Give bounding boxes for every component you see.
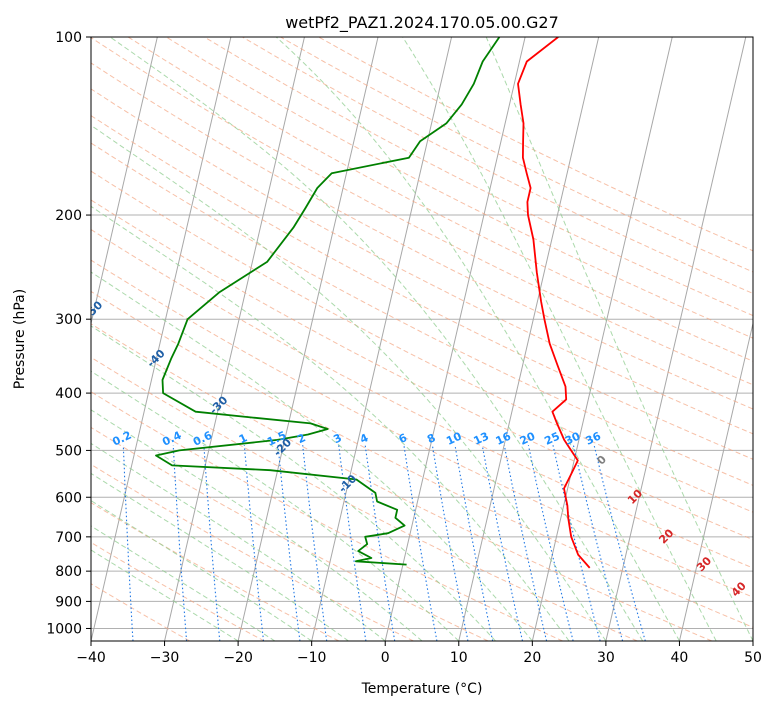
isotherm-line xyxy=(91,37,158,326)
y-tick-label: 400 xyxy=(55,386,82,402)
dry-adiabat-line xyxy=(91,391,563,641)
moist-adiabat-line xyxy=(91,205,570,641)
mixing-ratio-label: 10 xyxy=(444,429,464,447)
y-axis-title: Pressure (hPa) xyxy=(12,289,28,389)
isotherm-line xyxy=(237,37,379,641)
dry-adiabat-line xyxy=(91,583,190,641)
isotherm-line xyxy=(384,37,526,641)
gridlines xyxy=(91,37,753,641)
mixing-ratio-line xyxy=(277,445,301,641)
plot-frame xyxy=(90,36,754,642)
y-tick-label: 200 xyxy=(55,208,82,224)
mixing-ratio-label: 13 xyxy=(472,430,491,448)
y-tick-label: 500 xyxy=(55,443,82,459)
dry-adiabat-line xyxy=(91,199,753,541)
dry-adiabat-line xyxy=(127,37,753,362)
axes: −40 −30 −20 −10 0 10 20 30 40 50 100 200 300 400 500 60… xyxy=(46,30,762,666)
isotherm-line xyxy=(678,321,753,641)
moist-adiabat-line xyxy=(91,472,349,641)
y-tick-label: 800 xyxy=(55,564,82,580)
moist-adiabat-line xyxy=(485,37,753,641)
mixing-ratio-line xyxy=(203,445,221,641)
y-tick-label: 1000 xyxy=(46,621,82,637)
mixing-ratio-label: 36 xyxy=(584,429,604,447)
isotherm-line xyxy=(311,37,453,641)
chart-title: wetPf2_PAZ1.2024.170.05.00.G27 xyxy=(285,13,559,33)
moist-adiabat-line xyxy=(91,500,312,641)
x-axis-title: Temperature (°C) xyxy=(361,681,483,697)
mixing-ratio-label: 25 xyxy=(542,430,561,448)
dry-adiabat-line xyxy=(91,356,638,641)
y-tick-label: 600 xyxy=(55,490,82,506)
dewpoint-profile-line xyxy=(155,37,501,566)
mixing-ratio-line xyxy=(572,445,624,641)
mixing-ratio-line xyxy=(454,445,494,641)
mixing-ratio-label: 20 xyxy=(518,429,538,447)
x-tick-label: −10 xyxy=(297,650,327,666)
mixing-ratio-line xyxy=(481,445,524,641)
moist-adiabat-line xyxy=(91,124,607,641)
isotherm-line xyxy=(531,37,673,641)
mixing-ratio-line xyxy=(302,445,328,641)
x-tick-label: −20 xyxy=(223,650,253,666)
y-tick-label: 900 xyxy=(55,594,82,610)
dry-adiabat-line xyxy=(91,228,753,569)
x-tick-label: 50 xyxy=(744,650,762,666)
x-tick-label: 40 xyxy=(671,650,689,666)
mixing-ratio-label: 16 xyxy=(494,429,514,447)
x-tick-label: 20 xyxy=(523,650,541,666)
data-series xyxy=(155,37,591,569)
dry-adiabat-line xyxy=(91,62,753,410)
isotherm-line xyxy=(605,37,747,641)
moist-adiabat-line xyxy=(91,442,386,641)
mixing-ratio-line xyxy=(552,445,601,641)
dry-adiabat-line xyxy=(91,426,489,641)
mixing-ratio-line xyxy=(503,445,548,641)
mixing-ratio-line xyxy=(243,445,265,641)
mixing-ratio-line xyxy=(527,445,574,641)
mixing-ratio-label: 30 xyxy=(563,429,583,447)
isotherm-line xyxy=(458,37,600,641)
x-tick-label: 0 xyxy=(381,650,390,666)
dry-adiabat-line xyxy=(91,290,753,628)
moist-adiabat-line xyxy=(91,409,423,641)
dry-adiabat-line xyxy=(91,323,712,641)
dry-adiabat-line xyxy=(91,170,753,513)
moist-adiabat-line xyxy=(91,271,533,641)
y-tick-label: 700 xyxy=(55,530,82,546)
temperature-profile-line xyxy=(517,37,591,569)
mixing-ratio-line xyxy=(338,445,367,641)
isotherm-line xyxy=(164,37,305,641)
moist-adiabat-line xyxy=(275,37,680,641)
moist-adiabat-line xyxy=(109,37,644,641)
mixing-ratio-line xyxy=(431,445,469,641)
dry-adiabat-line xyxy=(91,37,753,386)
dry-adiabat-line xyxy=(91,88,753,435)
x-tick-label: −40 xyxy=(76,650,106,666)
moist-adiabat-line xyxy=(91,325,496,641)
x-tick-label: −30 xyxy=(150,650,180,666)
mixing-ratio-line xyxy=(403,445,438,641)
y-tick-label: 100 xyxy=(55,30,82,46)
y-tick-label: 300 xyxy=(55,312,82,328)
moist-adiabat-line xyxy=(402,37,717,641)
dry-adiabat-line xyxy=(91,502,340,641)
mixing-ratio-line xyxy=(593,445,646,641)
x-tick-label: 30 xyxy=(597,650,615,666)
isotherm-line xyxy=(91,37,232,641)
x-tick-label: 10 xyxy=(450,650,468,666)
